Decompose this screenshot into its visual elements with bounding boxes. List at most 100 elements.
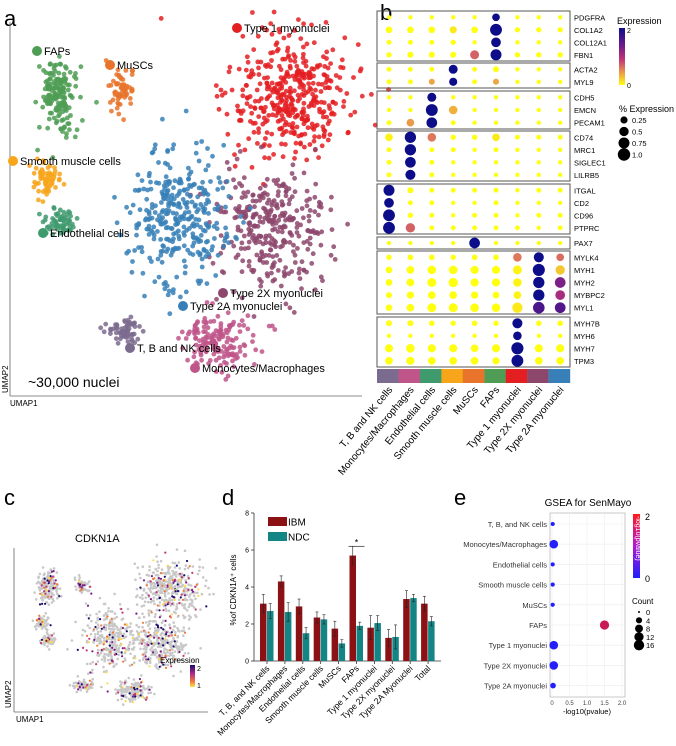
umap-point-background — [96, 660, 100, 663]
umap-point — [225, 310, 231, 316]
umap-point — [161, 244, 167, 249]
umap-point — [279, 199, 285, 205]
dot — [471, 26, 478, 34]
umap-point-background — [168, 598, 172, 602]
dot — [386, 66, 392, 72]
umap-point — [292, 175, 297, 181]
umap-point — [280, 183, 286, 188]
umap-point — [300, 74, 306, 80]
dot — [450, 225, 456, 231]
umap-point-expressing — [81, 588, 84, 591]
umap-point-background — [112, 665, 115, 668]
cluster-label: MuSCs — [117, 60, 154, 72]
umap-point — [192, 331, 197, 336]
umap-point — [67, 127, 72, 133]
umap-point — [278, 283, 284, 289]
umap-point — [147, 255, 153, 261]
umap-point — [216, 336, 222, 341]
umap-point — [241, 233, 247, 239]
umap-point — [73, 76, 79, 81]
dot — [557, 187, 563, 193]
umap-point-background — [83, 629, 87, 633]
umap-point-background — [43, 643, 46, 646]
umap-point-background — [108, 640, 112, 644]
umap-point — [271, 263, 276, 269]
umap-point-background — [35, 628, 38, 631]
umap-point-background — [170, 640, 174, 643]
umap-point-expressing — [158, 616, 161, 619]
umap-point-background — [153, 631, 156, 635]
umap-point — [242, 246, 248, 252]
cluster-label: Type 2A myonuclei — [190, 301, 282, 313]
umap-point-background — [135, 682, 139, 685]
umap-point-expressing — [102, 626, 106, 629]
umap-point-expressing — [46, 640, 49, 643]
umap-point — [178, 294, 183, 300]
umap-point-expressing — [51, 575, 55, 578]
dot — [451, 213, 456, 218]
dot — [406, 291, 414, 299]
dot — [515, 79, 520, 84]
umap-point-expressing — [166, 564, 169, 567]
umap-point — [201, 189, 207, 195]
umap-point-background — [94, 621, 98, 624]
umap-point — [169, 192, 175, 198]
umap-point — [67, 69, 73, 75]
gene-label: ITGAL — [574, 186, 596, 195]
umap-point-background — [110, 655, 113, 658]
dot — [470, 344, 479, 353]
umap-point-background — [33, 591, 36, 594]
umap-point-background — [137, 635, 141, 638]
umap-point-background — [137, 625, 141, 629]
umap-point — [192, 326, 198, 331]
dot — [429, 15, 434, 20]
umap-point — [279, 229, 285, 235]
umap-point-background — [194, 615, 198, 619]
umap-point-background — [109, 630, 112, 634]
umap-point — [233, 335, 239, 341]
umap-point — [132, 320, 138, 326]
umap-point — [250, 332, 256, 338]
umap-point-background — [44, 619, 47, 623]
pct-legend-dot — [620, 116, 628, 124]
umap-point — [47, 71, 52, 77]
umap-point-background — [75, 588, 78, 591]
umap-point — [114, 322, 120, 328]
umap-point — [334, 85, 340, 91]
umap-point-expressing — [86, 634, 89, 638]
umap-point — [237, 344, 243, 350]
umap-point-expressing — [123, 647, 126, 650]
umap-point — [210, 244, 215, 250]
umap-point-expressing — [52, 587, 55, 590]
umap-point — [54, 84, 60, 90]
umap-point — [264, 27, 270, 33]
c-xlabel: UMAP1 — [16, 715, 44, 724]
umap-point-background — [134, 578, 137, 581]
umap-point — [165, 292, 171, 298]
umap-point-background — [168, 602, 172, 606]
umap-point — [74, 127, 80, 133]
umap-point-expressing — [170, 634, 173, 637]
umap-point — [213, 273, 219, 278]
umap-point — [101, 329, 107, 335]
umap-point — [155, 229, 160, 234]
umap-point — [237, 322, 242, 328]
umap-point-background — [106, 658, 110, 662]
umap-point-background — [91, 668, 94, 672]
umap-point-background — [174, 570, 178, 574]
umap-point-expressing — [167, 601, 170, 604]
umap-point — [264, 176, 270, 182]
umap-point — [127, 320, 133, 325]
umap-point-background — [128, 700, 132, 703]
nuclei-count: ~30,000 nuclei — [28, 374, 119, 390]
umap-point — [281, 116, 286, 122]
umap-point-background — [103, 652, 106, 656]
umap-point — [263, 236, 268, 241]
gsea-y-label: Endothelial cells — [493, 560, 547, 569]
umap-point — [311, 40, 317, 46]
dot — [515, 95, 520, 100]
legend-swatch-ndc — [268, 532, 287, 541]
gene-group-box — [376, 10, 571, 62]
umap-point-background — [108, 635, 111, 638]
umap-point — [198, 238, 204, 244]
